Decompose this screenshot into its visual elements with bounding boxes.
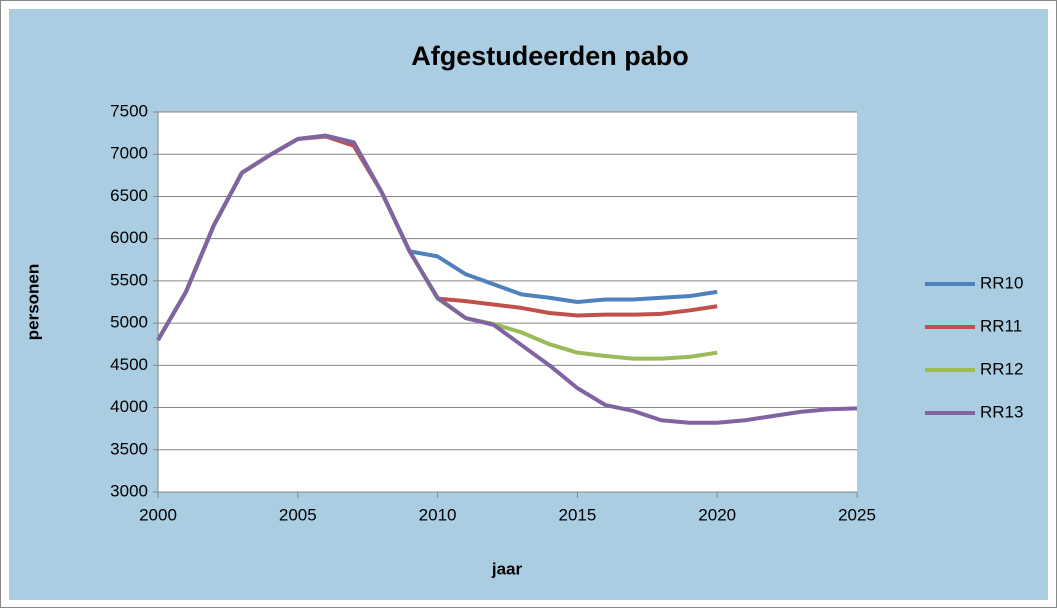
- x-axis-label: jaar: [491, 559, 523, 578]
- y-tick-label: 7000: [110, 144, 148, 163]
- y-tick-label: 5500: [110, 270, 148, 289]
- y-tick-label: 4000: [110, 397, 148, 416]
- y-tick-label: 5000: [110, 313, 148, 332]
- legend-label: RR13: [980, 402, 1023, 421]
- y-axis-label: personen: [23, 264, 42, 341]
- legend-label: RR12: [980, 359, 1023, 378]
- x-tick-label: 2010: [419, 505, 457, 524]
- y-tick-label: 6500: [110, 186, 148, 205]
- y-tick-label: 3500: [110, 439, 148, 458]
- series-line: [156, 133, 858, 425]
- y-tick-label: 4500: [110, 355, 148, 374]
- x-tick-label: 2005: [279, 505, 317, 524]
- chart-title: Afgestudeerden pabo: [411, 41, 689, 71]
- x-tick-label: 2000: [139, 505, 177, 524]
- y-tick-label: 6000: [110, 228, 148, 247]
- plot-area: [158, 112, 857, 492]
- legend-label: RR10: [980, 273, 1023, 292]
- y-tick-label: 7500: [110, 101, 148, 120]
- x-tick-label: 2020: [698, 505, 736, 524]
- legend-label: RR11: [980, 316, 1022, 335]
- x-tick-label: 2025: [838, 505, 876, 524]
- x-tick-label: 2015: [558, 505, 596, 524]
- y-tick-label: 3000: [110, 481, 148, 500]
